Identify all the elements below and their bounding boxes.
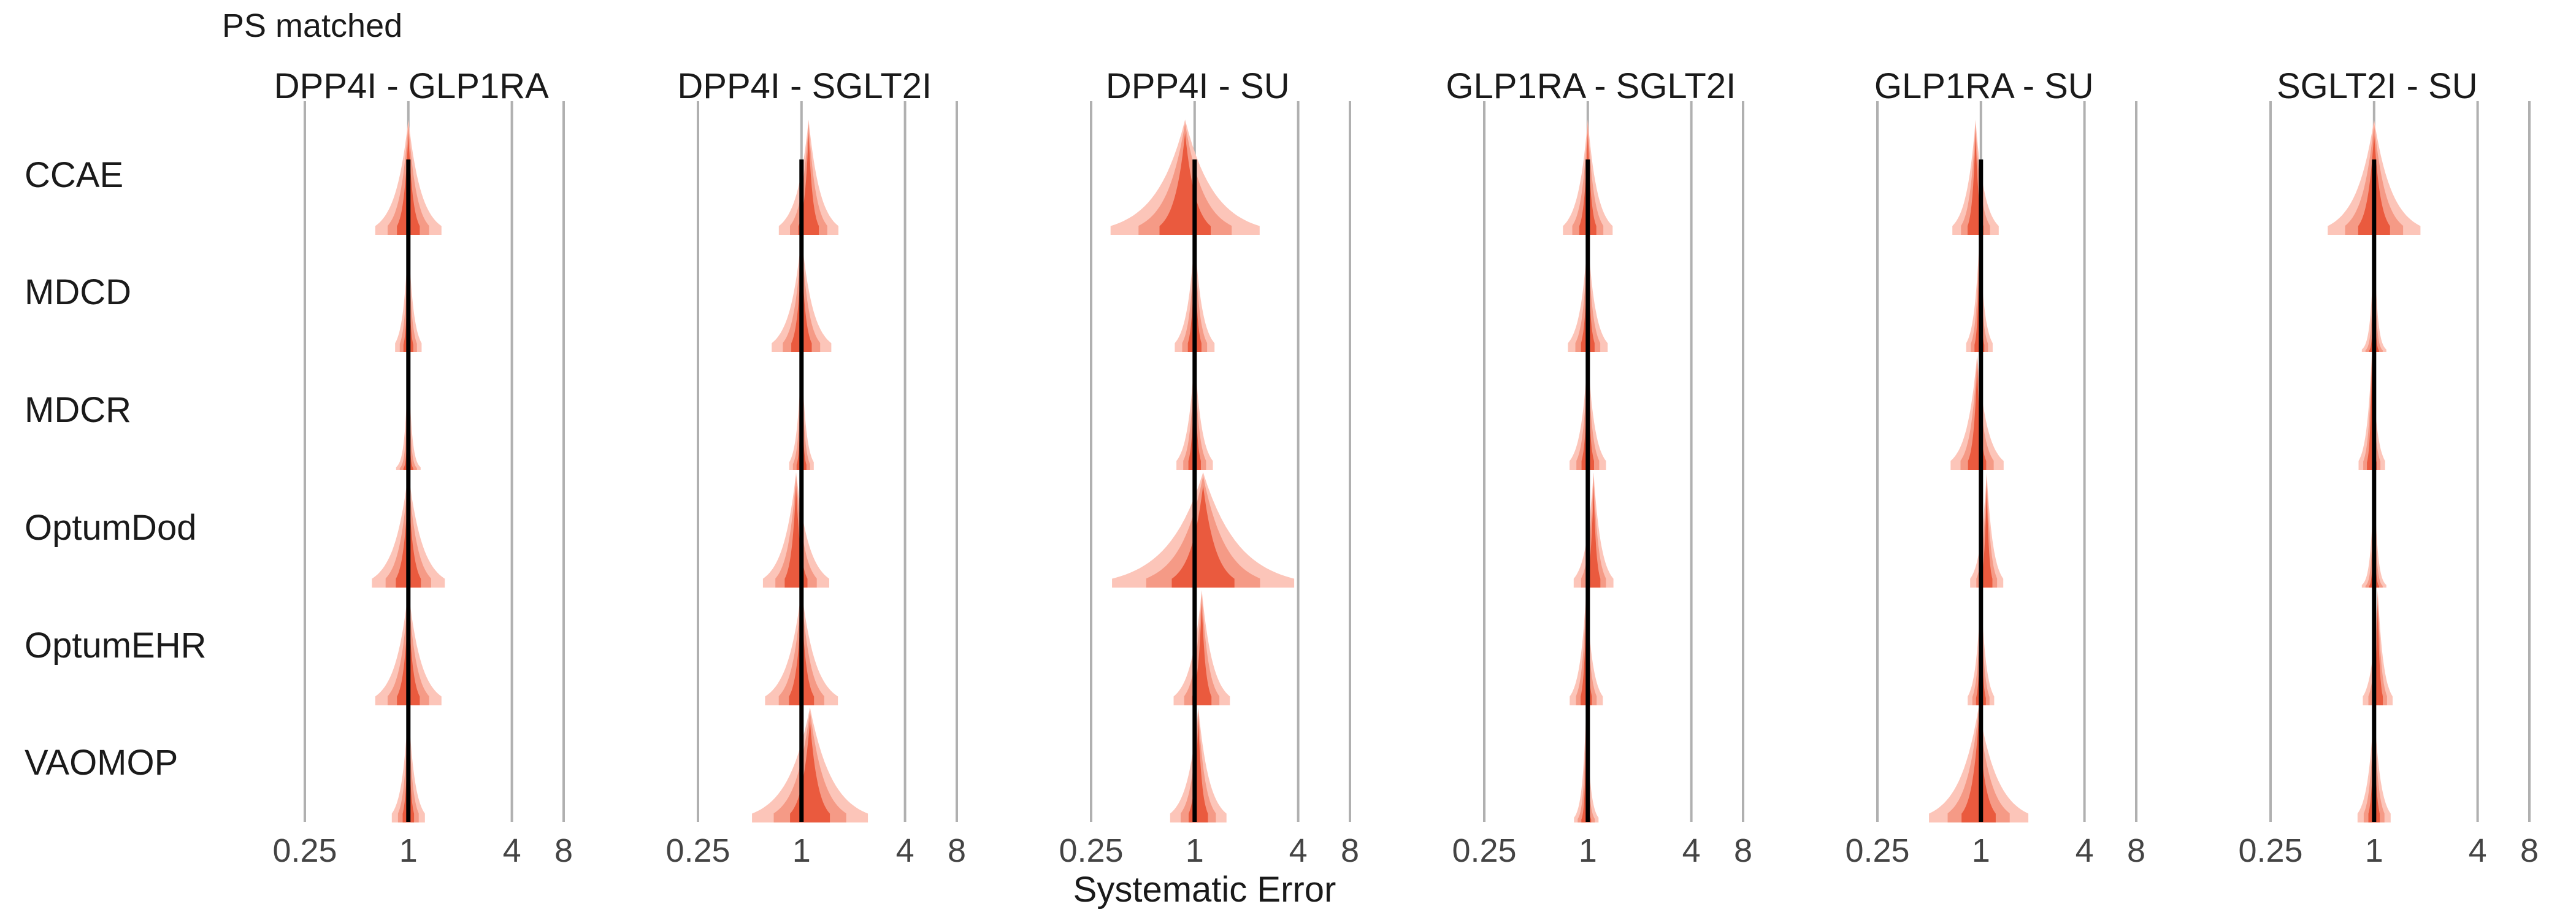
x-tick-label-glp1ra-sglt2i-1: 1 bbox=[1579, 832, 1597, 869]
facet-title-dpp4i-sglt2i: DPP4I - SGLT2I bbox=[677, 66, 932, 106]
row-label-optumehr: OptumEHR bbox=[25, 626, 207, 665]
violin-core-dpp4i-su-ccae bbox=[1159, 133, 1211, 235]
x-tick-label-dpp4i-su-1: 1 bbox=[1186, 832, 1204, 869]
x-tick-label-glp1ra-sglt2i-8: 8 bbox=[1734, 832, 1752, 869]
row-label-mdcd: MDCD bbox=[25, 272, 131, 312]
facet-title-dpp4i-glp1ra: DPP4I - GLP1RA bbox=[274, 66, 549, 106]
violin-dpp4i-su-optumdod bbox=[1112, 472, 1295, 588]
violin-dpp4i-sglt2i-ccae bbox=[778, 120, 838, 235]
violin-core-glp1ra-sglt2i-optumdod bbox=[1587, 486, 1601, 588]
x-tick-label-dpp4i-sglt2i-0p25: 0.25 bbox=[665, 832, 730, 869]
row-label-ccae: CCAE bbox=[25, 155, 123, 195]
violin-core-dpp4i-su-optumdod bbox=[1171, 486, 1235, 588]
facet-title-glp1ra-su: GLP1RA - SU bbox=[1874, 66, 2094, 106]
x-tick-label-glp1ra-sglt2i-4: 4 bbox=[1682, 832, 1701, 869]
x-tick-label-sglt2i-su-8: 8 bbox=[2520, 832, 2539, 869]
violin-core-glp1ra-su-vaomop bbox=[1961, 721, 1996, 822]
x-tick-label-dpp4i-su-0p25: 0.25 bbox=[1059, 832, 1123, 869]
facet-title-sglt2i-su: SGLT2I - SU bbox=[2277, 66, 2478, 106]
violin-dpp4i-sglt2i-optumdod bbox=[762, 472, 829, 588]
x-tick-label-dpp4i-glp1ra-4: 4 bbox=[503, 832, 521, 869]
x-tick-label-sglt2i-su-1: 1 bbox=[2365, 832, 2383, 869]
row-label-mdcr: MDCR bbox=[25, 390, 131, 430]
violin-glp1ra-su-optumdod bbox=[1970, 472, 2004, 588]
x-tick-label-dpp4i-glp1ra-0p25: 0.25 bbox=[272, 832, 337, 869]
violin-sglt2i-su-optumehr bbox=[2363, 590, 2393, 705]
facet-title-dpp4i-su: DPP4I - SU bbox=[1106, 66, 1290, 106]
violin-dpp4i-su-vaomop bbox=[1170, 707, 1227, 822]
x-tick-label-dpp4i-glp1ra-8: 8 bbox=[554, 832, 573, 869]
violin-glp1ra-su-mdcr bbox=[1950, 355, 2004, 470]
x-tick-label-glp1ra-sglt2i-0p25: 0.25 bbox=[1452, 832, 1516, 869]
x-tick-label-glp1ra-su-4: 4 bbox=[2076, 832, 2094, 869]
x-tick-label-dpp4i-su-4: 4 bbox=[1289, 832, 1308, 869]
x-tick-label-dpp4i-su-8: 8 bbox=[1341, 832, 1359, 869]
violin-glp1ra-sglt2i-optumdod bbox=[1573, 472, 1614, 588]
x-tick-label-dpp4i-sglt2i-4: 4 bbox=[896, 832, 914, 869]
violin-glp1ra-su-vaomop bbox=[1929, 707, 2029, 822]
x-tick-label-glp1ra-su-0p25: 0.25 bbox=[1845, 832, 1909, 869]
row-label-vaomop: VAOMOP bbox=[25, 743, 178, 783]
chart-title: PS matched bbox=[222, 7, 402, 44]
x-tick-label-dpp4i-sglt2i-8: 8 bbox=[948, 832, 966, 869]
x-tick-label-glp1ra-su-8: 8 bbox=[2127, 832, 2145, 869]
x-axis-title: Systematic Error bbox=[1073, 870, 1336, 910]
x-tick-label-sglt2i-su-0p25: 0.25 bbox=[2238, 832, 2302, 869]
x-tick-label-dpp4i-sglt2i-1: 1 bbox=[792, 832, 811, 869]
x-tick-label-dpp4i-glp1ra-1: 1 bbox=[399, 832, 418, 869]
facet-title-glp1ra-sglt2i: GLP1RA - SGLT2I bbox=[1446, 66, 1736, 106]
violin-core-dpp4i-su-optumehr bbox=[1192, 604, 1212, 705]
x-tick-label-glp1ra-su-1: 1 bbox=[1972, 832, 1990, 869]
violin-dpp4i-sglt2i-vaomop bbox=[752, 707, 868, 822]
violin-glp1ra-su-ccae bbox=[1952, 120, 1999, 235]
plot-layer: CCAE MDCD MDCR OptumDod OptumEHR VAOMOP DPP4I … bbox=[25, 66, 2539, 869]
row-label-optumdod: OptumDod bbox=[25, 508, 196, 548]
violin-dpp4i-su-ccae bbox=[1110, 120, 1260, 235]
violin-core-glp1ra-su-optumdod bbox=[1980, 486, 1993, 588]
violin-sglt2i-su-mdcr bbox=[2358, 355, 2385, 470]
x-tick-label-sglt2i-su-4: 4 bbox=[2469, 832, 2487, 869]
violin-dpp4i-su-optumehr bbox=[1173, 590, 1230, 705]
